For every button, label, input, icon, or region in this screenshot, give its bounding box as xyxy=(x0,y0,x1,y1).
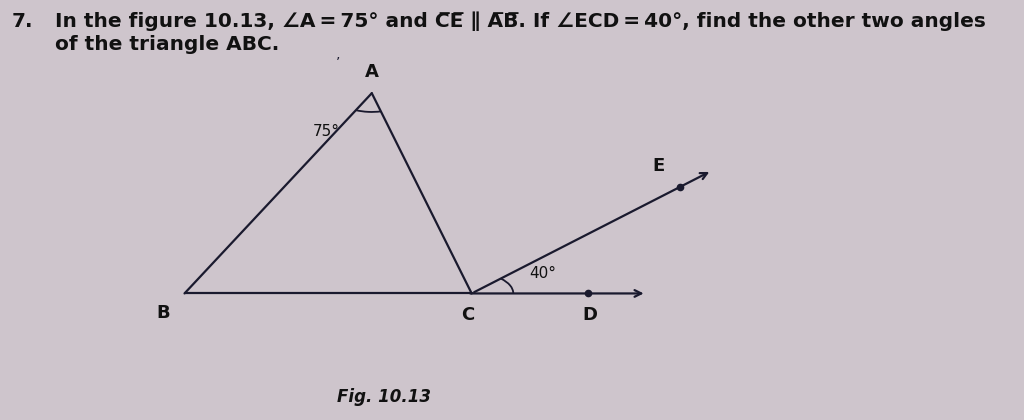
Text: A: A xyxy=(365,63,379,81)
Text: B: B xyxy=(156,304,170,322)
Text: C: C xyxy=(461,306,474,324)
Text: 7.: 7. xyxy=(11,12,33,31)
Text: In the figure 10.13, ∠A = 75° and C̅E̅ ∥ A̅B̅. If ∠ECD = 40°, find the other two: In the figure 10.13, ∠A = 75° and C̅E̅ ∥… xyxy=(55,12,986,32)
Text: Fig. 10.13: Fig. 10.13 xyxy=(337,388,431,406)
Text: E: E xyxy=(653,158,665,176)
Text: ’: ’ xyxy=(336,56,341,70)
Text: of the triangle ABC.: of the triangle ABC. xyxy=(55,35,280,54)
Text: 40°: 40° xyxy=(529,266,556,281)
Text: 75°: 75° xyxy=(312,124,340,139)
Text: D: D xyxy=(583,306,597,324)
